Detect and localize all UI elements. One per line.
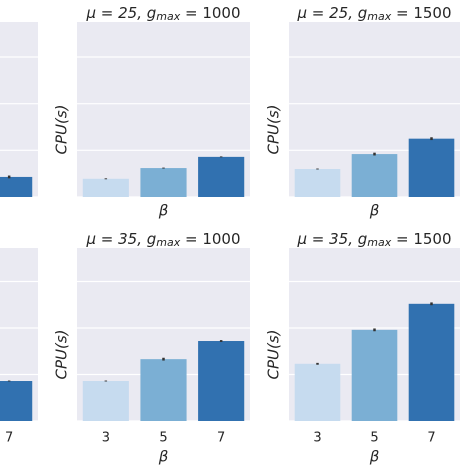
title-part: μ = 25, g bbox=[85, 4, 156, 22]
title-part: μ = 35, g bbox=[85, 230, 156, 248]
title-part: = 1500 bbox=[391, 4, 451, 22]
subplot: μ = 25, gmax = 1000 β CPU(s) bbox=[53, 4, 250, 220]
y-axis-label: CPU(s) bbox=[265, 329, 283, 379]
title-part: max bbox=[156, 236, 180, 249]
x-tick-label: 3 bbox=[313, 431, 321, 446]
bar bbox=[82, 178, 129, 197]
bar bbox=[140, 359, 187, 421]
title-part: = 1500 bbox=[391, 230, 451, 248]
x-tick-label: 5 bbox=[159, 431, 167, 446]
subplot-title: μ = 35, gmax = 1500 bbox=[296, 230, 451, 250]
subplot: μ = 35, gmax = 1000 3 5 7 β CPU(s) bbox=[53, 230, 250, 466]
x-axis-label: β bbox=[369, 202, 380, 220]
title-part: μ = 25, g bbox=[296, 4, 367, 22]
title-part: = 1000 bbox=[180, 230, 240, 248]
bar bbox=[198, 341, 245, 421]
x-tick-label: 7 bbox=[5, 431, 13, 446]
title-part: max bbox=[367, 236, 391, 249]
bar bbox=[0, 381, 33, 421]
bar bbox=[140, 168, 187, 197]
y-axis-label: CPU(s) bbox=[265, 104, 283, 154]
subplot-title: μ = 25, gmax = 1500 bbox=[296, 4, 451, 24]
x-tick-label: 7 bbox=[217, 431, 225, 446]
y-axis-label: CPU(s) bbox=[53, 104, 71, 154]
title-part: max bbox=[367, 10, 391, 23]
title-part: = 1000 bbox=[180, 4, 240, 22]
x-axis-label: β bbox=[158, 448, 169, 466]
bar bbox=[198, 156, 245, 197]
subplot: 5007 bbox=[0, 248, 38, 446]
subplot-title: μ = 35, gmax = 1000 bbox=[85, 230, 240, 250]
bar bbox=[294, 363, 341, 421]
plot-area bbox=[0, 22, 38, 197]
x-tick-label: 3 bbox=[102, 431, 110, 446]
bar bbox=[351, 329, 398, 421]
x-axis-label: β bbox=[369, 448, 380, 466]
bar bbox=[82, 381, 129, 421]
title-part: max bbox=[156, 10, 180, 23]
bar bbox=[0, 176, 33, 197]
bar bbox=[408, 138, 455, 197]
subplot-title: μ = 25, gmax = 1000 bbox=[85, 4, 240, 24]
x-axis-label: β bbox=[158, 202, 169, 220]
subplot: μ = 25, gmax = 1500 β CPU(s) bbox=[265, 4, 460, 220]
x-tick-label: 7 bbox=[427, 431, 435, 446]
y-axis-label: CPU(s) bbox=[53, 329, 71, 379]
bar bbox=[294, 169, 341, 197]
bar bbox=[408, 303, 455, 421]
subplot: 500 bbox=[0, 22, 38, 198]
subplot: μ = 35, gmax = 1500 3 5 7 β CPU(s) bbox=[265, 230, 460, 466]
title-part: μ = 35, g bbox=[296, 230, 367, 248]
bar bbox=[351, 154, 398, 197]
x-tick-label: 5 bbox=[370, 431, 378, 446]
